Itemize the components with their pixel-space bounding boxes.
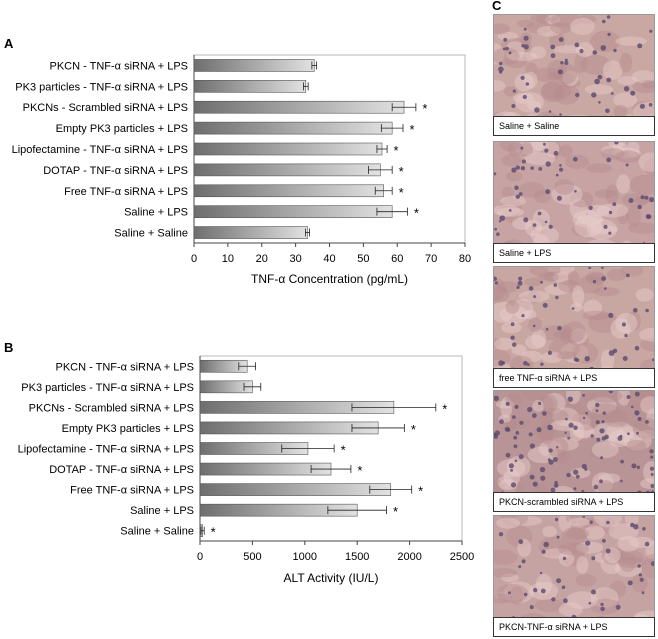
chart-b-significance-star: *	[442, 401, 447, 416]
chart-b-category-label: Empty PK3 particles + LPS	[62, 423, 194, 435]
histology-panel: Saline + Saline	[493, 14, 655, 136]
chart-a-tick-label: 10	[222, 253, 234, 265]
chart-b-significance-star: *	[357, 463, 362, 478]
chart-b-tick-label: 1500	[345, 551, 369, 563]
histology-image	[493, 515, 655, 637]
chart-b-significance-star: *	[211, 525, 216, 540]
chart-b-bar	[199, 421, 379, 435]
chart-a-tick-label: 0	[191, 253, 197, 265]
chart-a-category-label: PK3 particles - TNF-α siRNA + LPS	[15, 81, 188, 93]
panel-a-letter: A	[4, 36, 14, 51]
chart-b: 0 500 1000 1500 2000 2500 ALT Activity (IU/L) P…	[18, 355, 474, 585]
chart-a-bar	[193, 121, 393, 135]
chart-a-bar	[193, 142, 383, 156]
chart-a-bar	[193, 100, 405, 114]
chart-a-category-label: Lipofectamine - TNF-α siRNA + LPS	[12, 144, 188, 156]
chart-a-significance-star: *	[409, 122, 414, 137]
histology-caption: PKCN-TNF-α siRNA + LPS	[493, 617, 655, 637]
chart-a-category-label: Saline + LPS	[124, 207, 188, 219]
chart-b-category-label: Saline + Saline	[120, 526, 194, 538]
histology-panel: free TNF-α siRNA + LPS	[493, 266, 655, 388]
chart-a-category-label: PKCN - TNF-α siRNA + LPS	[50, 60, 189, 72]
chart-b-tick-label: 2500	[450, 551, 474, 563]
chart-b-bar	[199, 483, 392, 496]
charts-svg: A B 0 10 20 30 40 50 60 70 80 TNF-α Concentration…	[4, 36, 474, 585]
chart-b-significance-star: *	[341, 443, 346, 458]
chart-b-tick-label: 2000	[397, 551, 421, 563]
chart-a-significance-star: *	[399, 164, 404, 179]
chart-a-tick-label: 30	[290, 253, 302, 265]
histology-caption: PKCN-scrambled siRNA + LPS	[493, 492, 655, 512]
histology-caption: Saline + LPS	[493, 243, 655, 263]
chart-a-significance-star: *	[399, 185, 404, 200]
chart-a-bar	[193, 59, 315, 72]
chart-b-category-label: Free TNF-α siRNA + LPS	[70, 485, 194, 497]
chart-b-tick-label: 0	[197, 551, 203, 563]
chart-a-tick-label: 60	[391, 253, 403, 265]
chart-a-tick-label: 40	[323, 253, 335, 265]
chart-b-category-label: PK3 particles - TNF-α siRNA + LPS	[21, 382, 194, 394]
chart-a-category-label: Free TNF-α siRNA + LPS	[64, 186, 188, 198]
chart-b-category-label: PKCNs - Scrambled siRNA + LPS	[29, 402, 194, 414]
chart-a: 0 10 20 30 40 50 60 70 80 TNF-α Concentration (pg…	[12, 54, 471, 286]
chart-a-bar	[193, 184, 384, 198]
chart-a-tick-label: 80	[459, 253, 471, 265]
histology-caption: free TNF-α siRNA + LPS	[493, 368, 655, 388]
chart-a-tick-label: 20	[256, 253, 268, 265]
chart-b-significance-star: *	[393, 504, 398, 519]
chart-a-tick-label: 70	[425, 253, 437, 265]
histology-image	[493, 390, 655, 512]
chart-a-category-label: DOTAP - TNF-α siRNA + LPS	[43, 165, 188, 177]
chart-a-significance-star: *	[414, 206, 419, 221]
chart-b-category-label: DOTAP - TNF-α siRNA + LPS	[49, 464, 194, 476]
chart-b-category-label: Saline + LPS	[130, 505, 194, 517]
chart-a-bar	[193, 163, 381, 177]
histology-caption: Saline + Saline	[493, 116, 655, 136]
chart-a-tick-label: 50	[357, 253, 369, 265]
chart-a-significance-star: *	[394, 143, 399, 158]
chart-b-significance-star: *	[418, 484, 423, 499]
histology-panel: Saline + LPS	[493, 141, 655, 263]
histology-image	[493, 266, 655, 388]
histology-panel: PKCN-TNF-α siRNA + LPS	[493, 515, 655, 637]
chart-b-significance-star: *	[411, 422, 416, 437]
histology-panel: PKCN-scrambled siRNA + LPS	[493, 390, 655, 512]
chart-a-x-title: TNF-α Concentration (pg/mL)	[251, 272, 408, 286]
chart-b-category-label: PKCN - TNF-α siRNA + LPS	[56, 361, 195, 373]
panel-b-letter: B	[4, 340, 13, 355]
chart-a-category-label: PKCNs - Scrambled siRNA + LPS	[23, 102, 188, 114]
chart-a-significance-star: *	[422, 101, 427, 116]
chart-a-bar	[193, 80, 307, 93]
chart-b-x-title: ALT Activity (IU/L)	[284, 571, 379, 585]
panel-c-letter: C	[492, 0, 502, 13]
chart-b-tick-label: 1000	[293, 551, 317, 563]
chart-b-tick-label: 500	[243, 551, 261, 563]
chart-a-bar	[193, 205, 393, 218]
chart-a-bar	[193, 226, 308, 239]
chart-b-category-label: Lipofectamine - TNF-α siRNA + LPS	[18, 444, 194, 456]
chart-a-category-label: Saline + Saline	[114, 228, 188, 240]
chart-a-category-label: Empty PK3 particles + LPS	[56, 123, 188, 135]
